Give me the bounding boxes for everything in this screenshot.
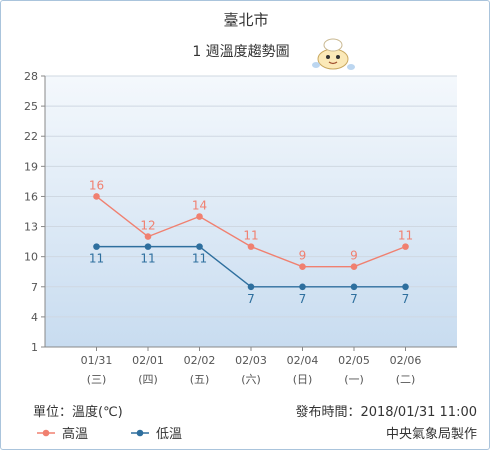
data-point: [93, 193, 100, 200]
chart-subtitle: 1 週溫度趨勢圖: [192, 44, 289, 60]
data-point: [350, 283, 358, 291]
data-label: 12: [140, 219, 155, 233]
data-label: 14: [192, 199, 207, 213]
x-tick-weekday: (二): [396, 373, 416, 386]
data-label: 9: [350, 249, 358, 263]
y-tick-label: 19: [24, 160, 38, 173]
legend-label: 高溫: [62, 426, 88, 442]
data-point: [247, 283, 255, 291]
y-tick-label: 22: [24, 130, 38, 143]
data-label: 11: [89, 252, 104, 266]
x-tick-label: 02/03: [235, 354, 267, 367]
x-tick-weekday: (六): [241, 373, 261, 386]
x-tick-label: 02/05: [338, 354, 370, 367]
unit-label: 單位：溫度(℃): [33, 404, 123, 420]
legend-marker: [42, 429, 50, 437]
data-label: 7: [299, 292, 307, 306]
data-label: 11: [192, 252, 207, 266]
data-point: [144, 243, 152, 250]
chart-title: 臺北市: [223, 11, 268, 29]
y-tick-label: 10: [24, 251, 38, 264]
data-label: 11: [398, 229, 413, 243]
x-tick-weekday: (三): [87, 373, 107, 386]
legend-label: 低溫: [156, 427, 182, 442]
x-tick-weekday: (日): [293, 373, 313, 386]
data-label: 11: [243, 229, 258, 243]
data-label: 7: [247, 292, 255, 306]
y-tick-label: 13: [24, 221, 38, 234]
weather-mascot-icon: [312, 38, 355, 70]
legend-marker: [136, 429, 144, 437]
data-label: 7: [350, 292, 358, 306]
y-tick-label: 7: [31, 281, 38, 294]
data-point: [299, 263, 306, 271]
y-tick-label: 16: [24, 190, 38, 203]
x-tick-label: 02/02: [184, 354, 216, 367]
x-tick-label: 02/01: [132, 354, 164, 367]
x-tick-weekday: (五): [190, 373, 210, 386]
data-point: [196, 213, 203, 220]
data-point: [144, 233, 152, 240]
publish-time: 發布時間：2018/01/31 11:00: [295, 405, 477, 420]
data-label: 7: [402, 292, 410, 306]
y-tick-label: 25: [24, 100, 38, 113]
data-point: [402, 243, 409, 250]
data-label: 11: [140, 252, 155, 266]
data-point: [350, 263, 358, 271]
data-point: [402, 283, 409, 291]
x-tick-label: 02/04: [287, 354, 319, 367]
data-point: [93, 243, 100, 250]
legend: 高溫 低溫: [37, 426, 182, 442]
x-tick-weekday: (四): [138, 373, 158, 386]
y-tick-label: 4: [31, 311, 38, 324]
data-point: [299, 283, 306, 291]
x-tick-label: 01/31: [81, 354, 113, 367]
plot-area: [45, 76, 457, 347]
data-label: 16: [89, 178, 104, 192]
data-point: [196, 243, 203, 250]
source-credit: 中央氣象局製作: [386, 427, 477, 442]
y-tick-label: 28: [24, 70, 38, 83]
data-point: [247, 243, 255, 250]
data-label: 9: [299, 249, 307, 263]
x-tick-weekday: (一): [344, 373, 364, 386]
x-tick-label: 02/06: [390, 354, 422, 367]
y-tick-label: 1: [31, 341, 38, 354]
